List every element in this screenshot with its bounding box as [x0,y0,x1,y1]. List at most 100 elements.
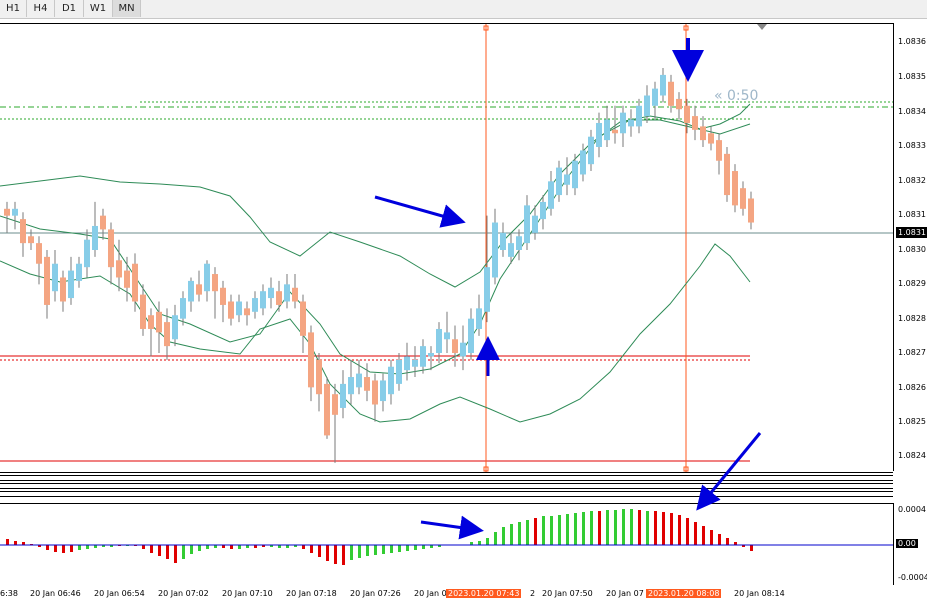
candle-body [20,219,26,244]
histogram-bar [110,545,113,547]
histogram-bar [518,522,521,545]
candle-body [476,308,482,329]
candle-body [92,225,98,250]
histogram-bar [734,542,737,545]
candle-body [740,188,746,209]
candle-body [452,339,458,353]
histogram-bar [238,545,241,549]
histogram-bar [342,545,345,565]
candle-body [524,205,530,244]
candle-body [4,208,10,216]
candle-body [196,284,202,295]
candle-body [572,160,578,189]
candle-body [52,263,58,292]
candle-body [428,353,434,357]
marker-handle [683,466,689,472]
price-label: 1.0827 [898,348,926,357]
histogram-bar [630,509,633,545]
price-chart-canvas[interactable] [0,24,893,472]
histogram-bar [142,545,145,549]
candle-body [116,260,122,278]
histogram-bar [574,513,577,545]
histogram-bar [646,511,649,545]
candle-body [412,359,418,367]
oscillator-axis[interactable]: 0.0004 0.00 -0.0004 [893,503,927,585]
candle-body [420,346,426,367]
candle-body [180,298,186,319]
time-axis[interactable]: 6:38 20 Jan 06:46 20 Jan 06:54 20 Jan 07… [0,586,927,606]
histogram-bar [286,545,289,548]
candle-body [388,366,394,395]
candle-body [532,215,538,233]
tf-d1-button[interactable]: D1 [55,0,84,17]
histogram-bar [718,534,721,545]
candle-body [612,129,618,134]
candle-body [500,232,506,250]
candle-body [308,332,314,388]
marker-handle [483,25,489,31]
candle-body [540,201,546,220]
price-label: 1.0828 [898,314,926,323]
candle-body [252,298,258,312]
collapsed-indicator-pane [0,483,893,489]
histogram-bar [174,545,177,563]
candle-body [292,287,298,302]
histogram-bar [414,545,417,550]
candle-body [732,171,738,206]
histogram-bar [326,545,329,561]
bar-countdown: « 0:50 [714,88,759,104]
candle-body [628,119,634,127]
tf-h4-button[interactable]: H4 [27,0,55,17]
candle-body [444,332,450,340]
candle-body [604,119,610,141]
histogram-bar [222,545,225,548]
time-label: 20 Jan 07:26 [350,589,401,598]
candle-body [324,383,330,436]
price-chart-pane[interactable]: « 0:50 [0,23,893,473]
candle-body [580,150,586,175]
price-label: 1.0833 [898,141,926,150]
histogram-bar [510,524,513,545]
candle-body [436,328,442,353]
marker-handle [683,25,689,31]
candle-body [716,140,722,161]
histogram-bar [62,545,65,553]
tf-w1-button[interactable]: W1 [84,0,113,17]
candle-body [556,167,562,196]
histogram-bar [38,545,41,547]
candle-body [508,243,514,257]
candle-body [172,315,178,340]
price-axis[interactable]: 1.0836 1.0835 1.0834 1.0833 1.0832 1.083… [893,23,927,471]
price-label: 1.0830 [898,245,926,254]
candle-body [148,315,154,329]
candle-body [484,267,490,312]
candle-body [644,95,650,117]
histogram-bar [558,515,561,545]
oscillator-pane[interactable] [0,503,893,587]
histogram-bar [486,538,489,545]
histogram-bar [150,545,153,553]
histogram-bar [390,545,393,553]
candle-body [460,342,466,357]
candle-body [100,215,106,230]
histogram-bar [278,545,281,548]
price-label: 1.0835 [898,72,926,81]
tf-mn-button[interactable]: MN [113,0,141,17]
candle-body [348,377,354,395]
histogram-bar [526,520,529,545]
candle-body [284,284,290,302]
candle-body [340,383,346,408]
histogram-bar [542,516,545,545]
oscillator-canvas[interactable] [0,504,893,586]
histogram-bar [46,545,49,550]
histogram-bar [726,538,729,545]
histogram-bar [334,545,337,564]
tf-h1-button[interactable]: H1 [0,0,27,17]
histogram-bar [294,545,297,547]
histogram-bar [566,514,569,545]
histogram-bar [166,545,169,559]
histogram-bar [70,545,73,552]
histogram-bar [158,545,161,556]
candle-body [276,291,282,305]
histogram-bar [422,545,425,549]
